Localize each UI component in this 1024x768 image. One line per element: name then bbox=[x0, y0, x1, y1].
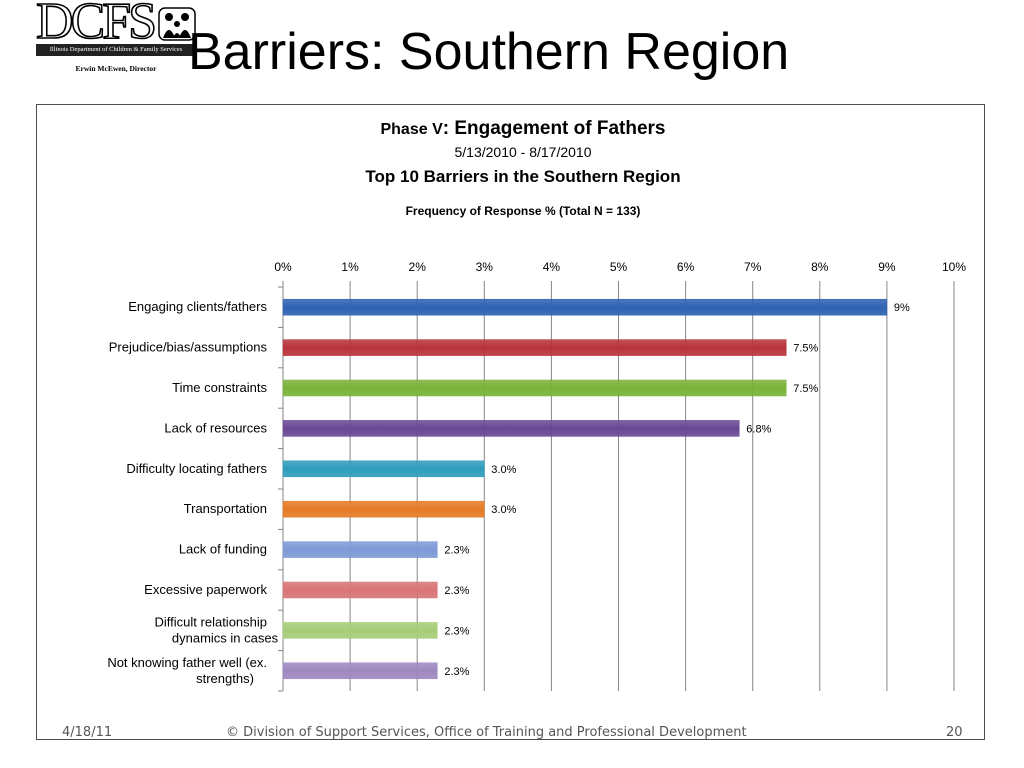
bar bbox=[282, 420, 740, 437]
x-axis-ticks: 0% 1% 2% 3% 4% 5% 6% 7% 8% 9% 10% bbox=[274, 260, 966, 274]
category-label: Lack of funding bbox=[179, 542, 267, 557]
page-title: Barriers: Southern Region bbox=[188, 23, 790, 81]
category-label-line: dynamics in cases bbox=[172, 630, 279, 645]
tick-label: 10% bbox=[942, 260, 966, 274]
footer-date: 4/18/11 bbox=[62, 725, 113, 740]
footer-credit: © Division of Support Services, Office o… bbox=[226, 725, 747, 740]
bar bbox=[282, 581, 438, 599]
category-label: Prejudice/bias/assumptions bbox=[109, 340, 268, 355]
data-label: 3.0% bbox=[491, 464, 516, 476]
axis-title: Frequency of Response % (Total N = 133) bbox=[406, 204, 641, 218]
chart-title: Phase V: Engagement of Fathers bbox=[380, 118, 665, 139]
director-name: Erwin McEwen, Director bbox=[75, 64, 157, 73]
data-labels: 9% 7.5% 7.5% 6.8% 3.0% 3.0% 2.3% 2.3% 2.3% 2.3% bbox=[444, 302, 910, 678]
bar bbox=[282, 622, 438, 639]
category-label: Excessive paperwork bbox=[144, 582, 267, 597]
bar bbox=[282, 541, 438, 558]
data-label: 2.3% bbox=[444, 625, 469, 637]
tick-label: 1% bbox=[341, 260, 359, 274]
tick-label: 5% bbox=[610, 260, 628, 274]
family-icon bbox=[158, 7, 196, 41]
category-label: Transportation bbox=[184, 501, 267, 516]
page-number: 20 bbox=[946, 725, 963, 740]
data-label: 9% bbox=[894, 302, 910, 314]
dcfs-logo: DCFS Illinois Department of Children & F… bbox=[35, 0, 196, 80]
bar bbox=[282, 500, 485, 518]
chart-frame: Phase V: Engagement of Fathers 5/13/2010… bbox=[36, 104, 985, 740]
category-label-line: Difficult relationship bbox=[155, 614, 267, 629]
tick-label: 6% bbox=[677, 260, 695, 274]
data-label: 6.8% bbox=[746, 423, 771, 435]
bar-chart: Phase V: Engagement of Fathers 5/13/2010… bbox=[107, 118, 966, 692]
tick-label: 2% bbox=[409, 260, 427, 274]
bar bbox=[282, 662, 438, 680]
data-label: 7.5% bbox=[793, 383, 818, 395]
data-label: 2.3% bbox=[444, 545, 469, 557]
tick-label: 3% bbox=[476, 260, 494, 274]
data-label: 7.5% bbox=[793, 343, 818, 355]
tick-label: 0% bbox=[274, 260, 292, 274]
tick-label: 4% bbox=[543, 260, 561, 274]
category-label: Lack of resources bbox=[164, 420, 267, 435]
logo-banner: Illinois Department of Children & Family… bbox=[36, 44, 196, 56]
category-label: Not knowing father well (ex. strengths) bbox=[107, 655, 267, 686]
category-labels: Engaging clients/fathers Prejudice/bias/a… bbox=[107, 299, 278, 686]
category-label: Difficulty locating fathers bbox=[126, 461, 267, 476]
bar bbox=[282, 379, 787, 397]
category-label: Time constraints bbox=[172, 380, 267, 395]
data-label: 2.3% bbox=[444, 585, 469, 597]
data-label: 3.0% bbox=[491, 504, 516, 516]
tick-label: 7% bbox=[744, 260, 762, 274]
chart-title-prefix: Phase V bbox=[380, 121, 443, 138]
category-label-line: strengths) bbox=[196, 671, 254, 686]
bars bbox=[282, 298, 888, 680]
chart-title-main: : Engagement of Fathers bbox=[443, 118, 666, 139]
bar bbox=[282, 460, 485, 478]
tick-label: 9% bbox=[878, 260, 896, 274]
tick-label: 8% bbox=[811, 260, 829, 274]
data-label: 2.3% bbox=[444, 666, 469, 678]
bar bbox=[282, 339, 787, 356]
category-label: Difficult relationship dynamics in cases bbox=[155, 614, 279, 645]
chart-subtitle: Top 10 Barriers in the Southern Region bbox=[365, 167, 680, 186]
logo-letters: DCFS bbox=[35, 0, 158, 50]
category-label: Engaging clients/fathers bbox=[128, 299, 267, 314]
category-label-line: Not knowing father well (ex. bbox=[107, 655, 267, 670]
bar bbox=[282, 298, 888, 316]
chart-date-range: 5/13/2010 - 8/17/2010 bbox=[454, 144, 591, 160]
